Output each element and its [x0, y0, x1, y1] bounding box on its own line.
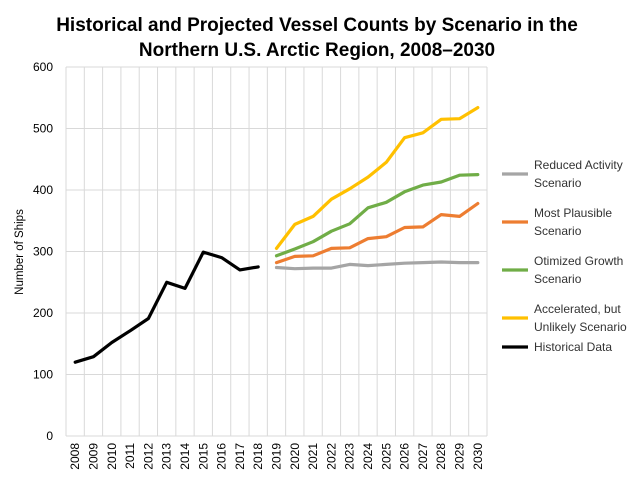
y-tick-label: 100	[33, 368, 53, 382]
x-tick-label: 2011	[123, 443, 137, 469]
x-tick-label: 2026	[398, 443, 412, 470]
x-tick-label: 2024	[361, 443, 375, 470]
x-tick-label: 2028	[434, 443, 448, 470]
x-tick-label: 2009	[86, 443, 100, 470]
x-tick-label: 2016	[215, 443, 229, 470]
legend-label: Most Plausible	[534, 206, 612, 220]
legend-label: Reduced Activity	[534, 158, 623, 172]
x-axis-ticks: 2008 2009 2010 2011 2012 2013 2014 2015 2016 2017…	[68, 443, 485, 470]
series-line-1	[274, 201, 480, 265]
x-tick-label: 2019	[270, 443, 284, 470]
x-tick-label: 2014	[178, 443, 192, 470]
x-tick-label: 2027	[416, 443, 430, 470]
legend-label: Otimized Growth	[534, 254, 623, 268]
x-tick-label: 2023	[343, 443, 357, 470]
series-line-4	[73, 250, 260, 364]
x-tick-label: 2013	[160, 443, 174, 470]
gridlines	[65, 66, 488, 437]
legend-label: Scenario	[534, 224, 582, 238]
series-lines	[73, 105, 480, 364]
legend-label: Accelerated, but	[534, 302, 621, 316]
series-line-2	[274, 173, 480, 258]
y-tick-label: 600	[33, 60, 53, 74]
series-line-0	[274, 260, 480, 271]
legend-label: Unlikely Scenario	[534, 320, 627, 334]
y-tick-label: 0	[46, 429, 53, 443]
y-tick-label: 200	[33, 306, 53, 320]
legend-label: Scenario	[534, 272, 582, 286]
legend-label: Scenario	[534, 176, 582, 190]
x-tick-label: 2008	[68, 443, 82, 470]
x-tick-label: 2030	[471, 443, 485, 470]
x-tick-label: 2025	[379, 443, 393, 470]
chart-title-line-2: Northern U.S. Arctic Region, 2008–2030	[139, 40, 495, 61]
chart-title-line-1: Historical and Projected Vessel Counts b…	[56, 15, 578, 36]
series-line-3	[274, 105, 480, 250]
x-tick-label: 2022	[324, 443, 338, 470]
x-tick-label: 2020	[288, 443, 302, 470]
legend: Reduced Activity Scenario Most Plausible Sc…	[502, 158, 627, 354]
x-tick-label: 2018	[251, 443, 265, 470]
x-tick-label: 2029	[453, 443, 467, 470]
y-axis-ticks: 0 100 200 300 400 500 600	[33, 60, 53, 443]
x-tick-label: 2012	[141, 443, 155, 470]
y-tick-label: 500	[33, 122, 53, 136]
x-tick-label: 2010	[105, 443, 119, 470]
x-tick-label: 2015	[196, 443, 210, 470]
y-axis-label: Number of Ships	[14, 209, 26, 295]
y-tick-label: 400	[33, 183, 53, 197]
x-tick-label: 2017	[233, 443, 247, 470]
x-tick-label: 2021	[306, 443, 320, 470]
y-tick-label: 300	[33, 245, 53, 259]
legend-label: Historical Data	[534, 340, 612, 354]
